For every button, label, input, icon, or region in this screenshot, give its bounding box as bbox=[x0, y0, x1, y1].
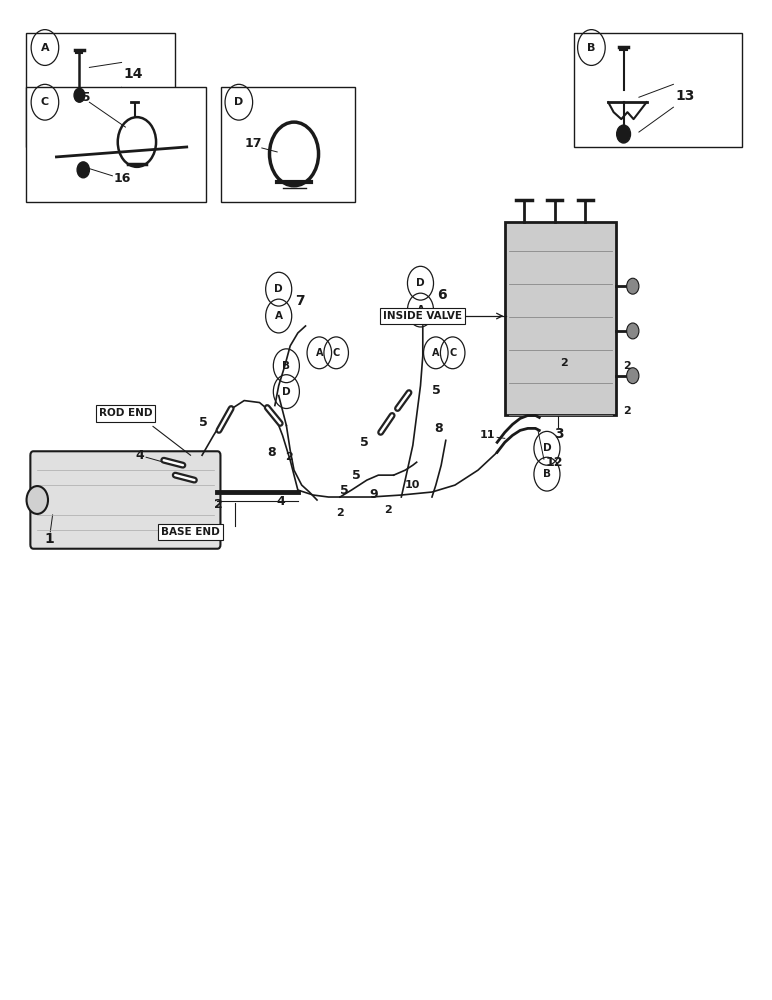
Circle shape bbox=[627, 323, 639, 339]
Text: 1: 1 bbox=[45, 532, 55, 546]
Text: C: C bbox=[41, 97, 49, 107]
Text: 17: 17 bbox=[244, 137, 262, 150]
Text: 14: 14 bbox=[124, 67, 144, 81]
Text: D: D bbox=[282, 387, 291, 397]
FancyBboxPatch shape bbox=[574, 33, 743, 147]
Text: B: B bbox=[283, 361, 290, 371]
Circle shape bbox=[627, 368, 639, 384]
FancyBboxPatch shape bbox=[25, 87, 206, 202]
Text: A: A bbox=[316, 348, 323, 358]
Text: BASE END: BASE END bbox=[161, 527, 220, 537]
Text: 2: 2 bbox=[384, 505, 392, 515]
FancyBboxPatch shape bbox=[222, 87, 355, 202]
FancyBboxPatch shape bbox=[25, 33, 175, 147]
Text: 2: 2 bbox=[624, 406, 631, 416]
Text: C: C bbox=[333, 348, 340, 358]
Text: 6: 6 bbox=[438, 288, 447, 302]
Text: ROD END: ROD END bbox=[99, 408, 152, 418]
Circle shape bbox=[26, 486, 48, 514]
FancyBboxPatch shape bbox=[505, 222, 616, 415]
Text: A: A bbox=[275, 311, 283, 321]
Text: 9: 9 bbox=[369, 488, 378, 501]
Text: 3: 3 bbox=[554, 427, 564, 441]
Text: 5: 5 bbox=[340, 484, 349, 497]
Text: 15: 15 bbox=[73, 91, 91, 104]
Circle shape bbox=[627, 278, 639, 294]
Text: 2: 2 bbox=[214, 498, 222, 511]
Text: D: D bbox=[416, 278, 425, 288]
Text: 12: 12 bbox=[546, 456, 563, 469]
Text: D: D bbox=[234, 97, 243, 107]
Text: D: D bbox=[274, 284, 283, 294]
Text: A: A bbox=[41, 43, 49, 53]
Text: 11: 11 bbox=[480, 430, 496, 440]
Text: 5: 5 bbox=[432, 384, 441, 397]
Text: A: A bbox=[432, 348, 439, 358]
Circle shape bbox=[74, 88, 85, 102]
FancyBboxPatch shape bbox=[30, 451, 221, 549]
Text: 2: 2 bbox=[624, 361, 631, 371]
Text: 2: 2 bbox=[560, 358, 567, 368]
Text: 4: 4 bbox=[136, 449, 144, 462]
Text: 13: 13 bbox=[676, 89, 695, 103]
Text: 5: 5 bbox=[361, 436, 369, 449]
Text: A: A bbox=[416, 305, 425, 315]
Text: C: C bbox=[449, 348, 456, 358]
Text: 2: 2 bbox=[285, 452, 293, 462]
Text: 16: 16 bbox=[114, 172, 131, 185]
Circle shape bbox=[617, 125, 631, 143]
Text: B: B bbox=[587, 43, 595, 53]
Circle shape bbox=[77, 162, 90, 178]
Text: D: D bbox=[543, 443, 551, 453]
Text: 5: 5 bbox=[351, 469, 361, 482]
Text: 2: 2 bbox=[336, 508, 344, 518]
Text: 4: 4 bbox=[276, 495, 285, 508]
Text: 10: 10 bbox=[405, 480, 420, 490]
Text: 8: 8 bbox=[435, 422, 443, 435]
Text: 8: 8 bbox=[267, 446, 276, 459]
Text: 5: 5 bbox=[199, 416, 208, 429]
Text: B: B bbox=[543, 469, 551, 479]
Text: 7: 7 bbox=[296, 294, 305, 308]
Text: INSIDE VALVE: INSIDE VALVE bbox=[383, 311, 462, 321]
